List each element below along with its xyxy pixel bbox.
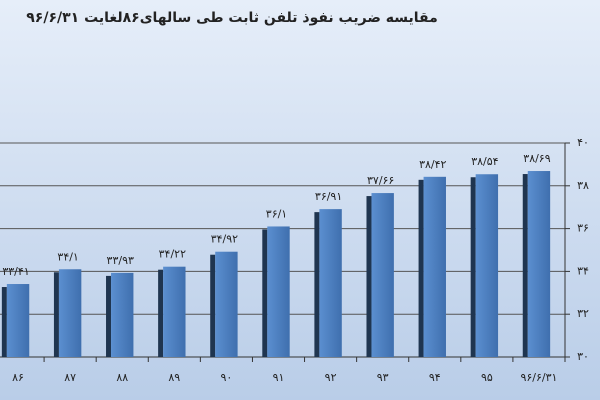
bar-side [106, 275, 112, 357]
y-tick-label: ۴۰ [577, 136, 589, 149]
bar-side [314, 212, 320, 357]
x-tick-label: ۸۸ [116, 371, 128, 384]
y-tick-label: ۳۶ [577, 222, 589, 235]
y-tick-label: ۳۰ [577, 350, 589, 363]
bar [58, 269, 82, 357]
value-label: ۳۳/۴۱ [2, 265, 29, 278]
bar [319, 209, 342, 357]
x-tick-label: ۹۳ [377, 371, 389, 384]
x-tick-label: ۹۴ [429, 371, 441, 384]
y-tick-label: ۳۴ [577, 264, 589, 277]
value-label: ۳۶/۹۱ [315, 190, 342, 203]
x-tick-label: ۹۵ [481, 371, 493, 384]
value-label: ۳۳/۹۳ [107, 254, 134, 267]
bar-side [418, 179, 424, 357]
y-tick-label: ۳۸ [577, 179, 589, 192]
value-label: ۳۴/۹۲ [211, 233, 238, 246]
value-label: ۳۶/۱ [266, 207, 287, 220]
value-label: ۳۸/۶۹ [523, 152, 550, 165]
x-tick-label: ۹۲ [325, 371, 337, 384]
bar [267, 226, 290, 357]
bar [527, 171, 551, 357]
bar-side [53, 272, 59, 357]
bar-side [1, 287, 7, 357]
bar-side [210, 254, 216, 357]
bar-side [366, 196, 372, 357]
value-label: ۳۴/۱ [57, 250, 78, 263]
value-label: ۳۸/۴۲ [419, 158, 446, 171]
x-tick-label: ۸۷ [64, 371, 76, 384]
bar [215, 251, 238, 357]
x-tick-label: ۹۰ [220, 371, 232, 384]
y-tick-label: ۳۲ [577, 307, 589, 320]
x-tick-label: ۹۱ [273, 371, 285, 384]
value-label: ۳۴/۲۲ [159, 248, 186, 261]
value-label: ۳۷/۶۶ [367, 174, 394, 187]
bar [475, 174, 499, 357]
bar [163, 266, 186, 357]
chart-title: مقایسه ضریب نفوذ تلفن ثابت طی سالهای۸۶لغ… [26, 10, 437, 26]
x-tick-label: ۹۶/۶/۳۱ [520, 371, 557, 384]
bar-side [262, 229, 268, 357]
bar [6, 284, 30, 357]
bar [423, 176, 446, 357]
bar [111, 272, 134, 357]
x-tick-label: ۸۶ [12, 371, 24, 384]
bar-side [158, 269, 164, 357]
bar-side [470, 177, 476, 357]
x-tick-label: ۸۹ [168, 371, 180, 384]
value-label: ۳۸/۵۴ [471, 155, 498, 168]
bar [371, 193, 394, 357]
bar-side [522, 174, 528, 357]
